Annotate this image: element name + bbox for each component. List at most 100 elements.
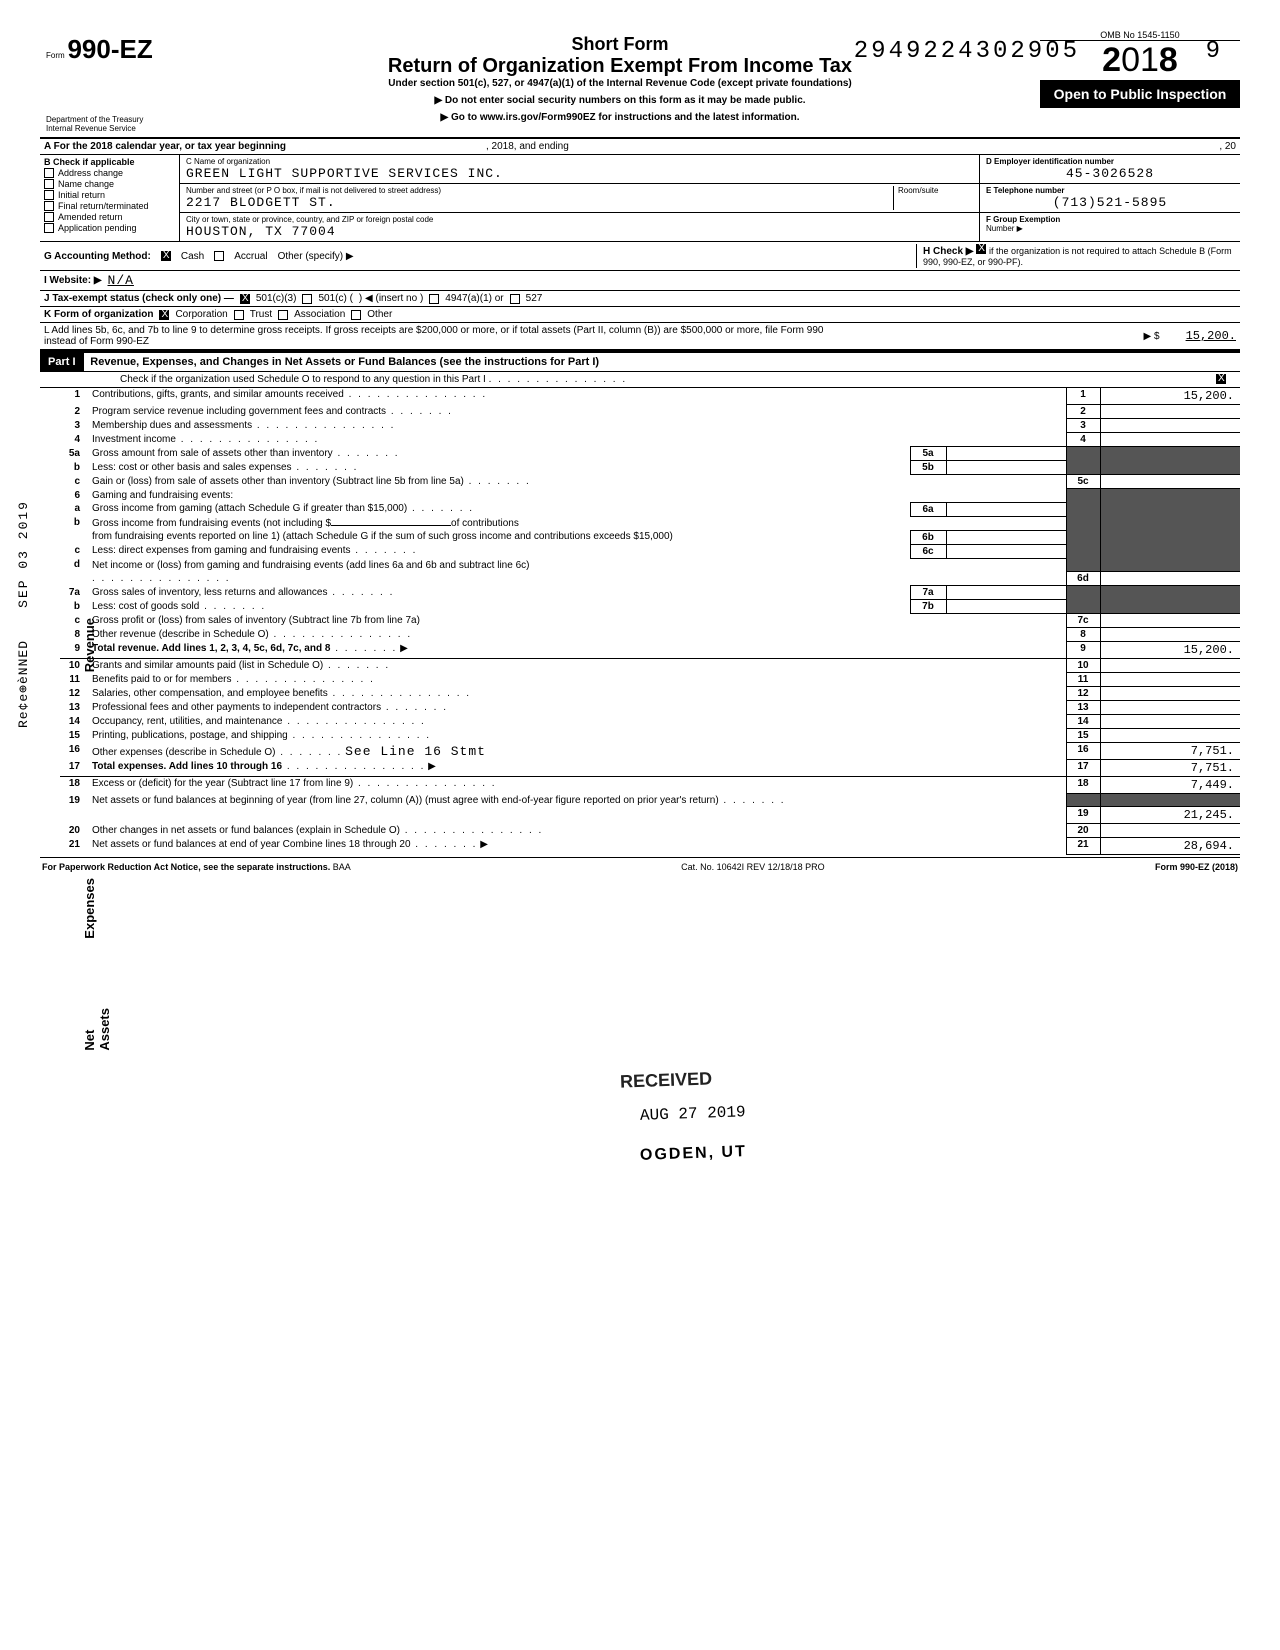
goto-link: ▶ Go to www.irs.gov/Form990EZ for instru… <box>204 112 1036 123</box>
row-a-tax-year: A For the 2018 calendar year, or tax yea… <box>40 139 1240 155</box>
dln-number: 2949224302905 <box>854 38 1080 65</box>
line-7c-desc: Gross profit or (loss) from sales of inv… <box>92 615 420 626</box>
line-6-desc: Gaming and fundraising events: <box>92 490 233 501</box>
label-h: H Check ▶ <box>923 246 973 257</box>
label-4947: 4947(a)(1) or <box>445 293 503 304</box>
line-16-desc: Other expenses (describe in Schedule O) <box>92 747 275 758</box>
line-6d-desc: Net income or (loss) from gaming and fun… <box>92 560 529 571</box>
label-street: Number and street (or P O box, if mail i… <box>186 186 893 195</box>
line-13-desc: Professional fees and other payments to … <box>92 702 381 713</box>
line-6b-mid: of contributions <box>451 518 519 529</box>
label-website: I Website: ▶ <box>44 275 102 286</box>
checkbox-501c3[interactable] <box>240 294 250 304</box>
line-9-desc: Total revenue. Add lines 1, 2, 3, 4, 5c,… <box>92 643 330 654</box>
side-received-stamp: Re¢e⊕èNNED <box>16 640 31 728</box>
row-l-gross-receipts: L Add lines 5b, 6c, and 7b to line 9 to … <box>40 323 1240 351</box>
label-other: Other <box>367 309 392 320</box>
label-name-change: Name change <box>58 179 114 189</box>
value-tel: (713)521-5895 <box>986 195 1234 210</box>
line-6b-desc: from fundraising events reported on line… <box>92 531 673 542</box>
label-final: Final return/terminated <box>58 201 149 211</box>
checkbox-corp[interactable] <box>159 310 169 320</box>
received-date-stamp: AUG 27 2019 <box>640 1103 746 1125</box>
checkbox-4947[interactable] <box>429 294 439 304</box>
line-10-desc: Grants and similar amounts paid (list in… <box>92 660 323 671</box>
b-header: B Check if applicable <box>44 157 175 167</box>
line-7a-desc: Gross sales of inventory, less returns a… <box>92 587 327 598</box>
part-i-header: Part I Revenue, Expenses, and Changes in… <box>40 351 1240 388</box>
line-8-desc: Other revenue (describe in Schedule O) <box>92 629 269 640</box>
label-cash: Cash <box>181 251 204 262</box>
checkbox-trust[interactable] <box>234 310 244 320</box>
label-accrual: Accrual <box>234 251 267 262</box>
checkbox-pending[interactable] <box>44 223 54 233</box>
label-k: K Form of organization <box>44 309 153 320</box>
line-12-desc: Salaries, other compensation, and employ… <box>92 688 328 699</box>
arrow-l: ▶ $ <box>1144 331 1160 342</box>
checkbox-other[interactable] <box>351 310 361 320</box>
label-room: Room/suite <box>898 186 973 195</box>
line-5a-desc: Gross amount from sale of assets other t… <box>92 448 333 459</box>
column-def: D Employer identification number 45-3026… <box>980 155 1240 241</box>
line-11-desc: Benefits paid to or for members <box>92 674 232 685</box>
line-21-desc: Net assets or fund balances at end of ye… <box>92 839 411 850</box>
checkbox-initial[interactable] <box>44 190 54 200</box>
label-accounting: G Accounting Method: <box>44 251 151 262</box>
open-to-public: Open to Public Inspection <box>1040 80 1240 108</box>
checkbox-assoc[interactable] <box>278 310 288 320</box>
checkbox-cash[interactable] <box>161 251 171 261</box>
footer-cat: Cat. No. 10642I REV 12/18/18 PRO <box>681 862 825 872</box>
line-6a-desc: Gross income from gaming (attach Schedul… <box>92 503 407 514</box>
label-501c3: 501(c)(3) <box>256 293 297 304</box>
label-amended: Amended return <box>58 212 123 222</box>
form-990ez: Form 990-EZ Department of the Treasury I… <box>40 30 1240 876</box>
line-18-val: 7,449. <box>1100 777 1240 794</box>
checkbox-501c[interactable] <box>302 294 312 304</box>
column-b-checkboxes: B Check if applicable Address change Nam… <box>40 155 180 241</box>
label-corp: Corporation <box>175 309 227 320</box>
checkbox-h[interactable] <box>976 244 986 254</box>
row-a-mid: , 2018, and ending <box>486 141 569 152</box>
checkbox-527[interactable] <box>510 294 520 304</box>
row-k-form-org: K Form of organization Corporation Trust… <box>40 307 1240 323</box>
lines-table: 1Contributions, gifts, grants, and simil… <box>60 388 1240 855</box>
line-17-desc: Total expenses. Add lines 10 through 16 <box>92 761 282 772</box>
line-5c-desc: Gain or (loss) from sale of assets other… <box>92 476 464 487</box>
label-tel: E Telephone number <box>986 186 1234 195</box>
line-6b-pre: Gross income from fundraising events (no… <box>92 518 331 529</box>
row-g-accounting: G Accounting Method: Cash Accrual Other … <box>40 242 1240 271</box>
ogden-stamp: OGDEN, UT <box>640 1143 747 1165</box>
label-trust: Trust <box>250 309 272 320</box>
checkbox-final[interactable] <box>44 201 54 211</box>
value-city: HOUSTON, TX 77004 <box>186 224 973 239</box>
row-i-website: I Website: ▶ N/A <box>40 271 1240 291</box>
line-3-desc: Membership dues and assessments <box>92 420 252 431</box>
section-netassets-label: Net Assets <box>82 1008 112 1051</box>
checkbox-accrual[interactable] <box>214 251 224 261</box>
part-i-label: Part I <box>40 353 84 371</box>
label-l: L Add lines 5b, 6c, and 7b to line 9 to … <box>44 325 844 347</box>
checkbox-schedule-o[interactable] <box>1216 374 1226 384</box>
checkbox-amended[interactable] <box>44 212 54 222</box>
part-i-check-text: Check if the organization used Schedule … <box>120 374 486 385</box>
form-number: 990-EZ <box>67 34 152 64</box>
form-prefix: Form <box>46 51 65 60</box>
checkbox-addr-change[interactable] <box>44 168 54 178</box>
label-ein: D Employer identification number <box>986 157 1234 166</box>
line-2-desc: Program service revenue including govern… <box>92 406 386 417</box>
label-org-name: C Name of organization <box>186 157 973 166</box>
value-l: 15,200. <box>1186 329 1236 343</box>
section-revenue-label: Revenue <box>82 618 97 672</box>
dept-treasury: Department of the Treasury Internal Reve… <box>46 115 194 133</box>
part-i-title: Revenue, Expenses, and Changes in Net As… <box>86 354 603 370</box>
line-16-val: 7,751. <box>1100 743 1240 760</box>
label-addr-change: Address change <box>58 168 123 178</box>
label-group: F Group Exemption <box>986 215 1234 224</box>
side-date-stamp: SEP 03 2019 <box>16 500 31 608</box>
label-j: J Tax-exempt status (check only one) — <box>44 293 234 304</box>
checkbox-name-change[interactable] <box>44 179 54 189</box>
label-501c: 501(c) ( <box>318 293 352 304</box>
label-assoc: Association <box>294 309 345 320</box>
line-7b-desc: Less: cost of goods sold <box>92 601 199 612</box>
column-c-org-info: C Name of organization GREEN LIGHT SUPPO… <box>180 155 980 241</box>
